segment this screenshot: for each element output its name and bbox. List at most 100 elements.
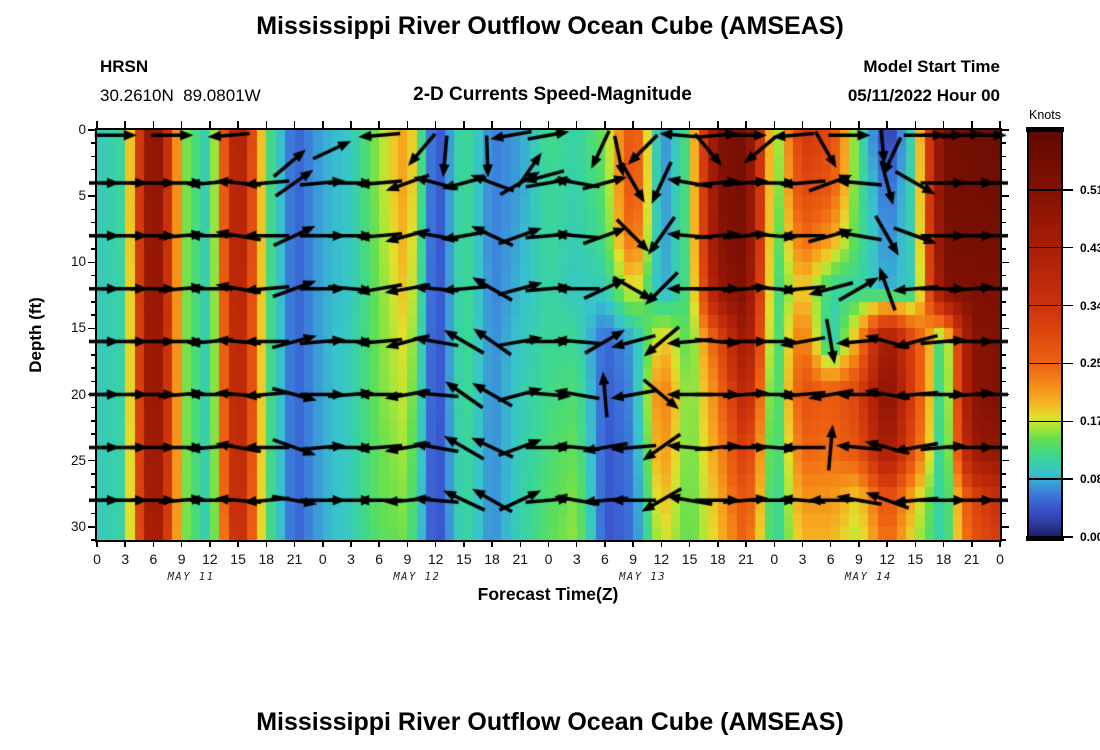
- y-axis-right-tick: [1002, 473, 1006, 475]
- x-tick-label: 0: [996, 551, 1004, 567]
- x-axis-top-tick: [237, 121, 239, 128]
- x-tick-label: 18: [710, 551, 726, 567]
- colorbar-tick-label: 0.258: [1080, 356, 1100, 371]
- x-axis-tick: [265, 540, 268, 547]
- y-axis-tick: [88, 327, 95, 330]
- date-label: MAY 13: [619, 571, 667, 583]
- x-axis-tick: [914, 540, 917, 547]
- plot-subtitle: 2-D Currents Speed-Magnitude: [413, 84, 692, 105]
- x-axis-top-tick: [434, 121, 437, 128]
- x-axis-top-tick: [971, 121, 973, 128]
- x-tick-label: 6: [601, 551, 609, 567]
- model-start-label: Model Start Time: [863, 57, 1000, 76]
- x-tick-label: 12: [879, 551, 895, 567]
- x-tick-label: 9: [403, 551, 412, 567]
- x-tick-label: 21: [512, 551, 529, 567]
- x-tick-label: 18: [484, 551, 500, 567]
- y-tick-label: 30: [70, 518, 86, 534]
- x-axis-top-tick: [858, 121, 860, 128]
- x-axis-tick: [463, 540, 465, 547]
- y-axis-right-tick: [1002, 512, 1006, 515]
- y-axis-tick: [91, 473, 95, 475]
- main-title: Mississippi River Outflow Ocean Cube (AM…: [256, 12, 844, 40]
- x-tick-label: 3: [798, 551, 807, 567]
- y-axis-right-tick: [1002, 539, 1006, 541]
- colorbar-tick-label: 0.000: [1080, 530, 1100, 544]
- colorbar-tick-label: 0.516: [1080, 182, 1100, 197]
- y-axis-tick: [91, 221, 95, 224]
- x-axis-top-tick: [717, 121, 719, 128]
- y-axis-tick: [91, 274, 95, 277]
- x-axis-tick: [604, 540, 606, 547]
- y-axis-right-tick: [1002, 301, 1006, 303]
- y-axis-tick: [91, 340, 95, 343]
- y-axis-tick: [91, 142, 95, 144]
- y-axis-right-tick: [1002, 380, 1006, 383]
- x-tick-label: 15: [230, 551, 246, 567]
- y-axis-right-tick: [1002, 526, 1009, 528]
- x-axis-tick: [124, 540, 126, 547]
- colorbar-top-cap: [1026, 127, 1064, 132]
- y-axis-tick: [91, 208, 95, 211]
- x-axis-top-tick: [632, 121, 634, 128]
- x-axis-top-tick: [688, 121, 691, 128]
- x-axis-top-tick: [322, 121, 324, 128]
- x-tick-label: 15: [681, 551, 698, 567]
- y-axis-right-tick: [1002, 367, 1006, 369]
- y-axis-right-tick: [1002, 168, 1006, 171]
- x-axis-tick: [547, 540, 550, 547]
- y-axis-right-tick: [1002, 499, 1006, 502]
- x-axis-top-tick: [463, 121, 465, 128]
- x-tick-label: 15: [456, 551, 472, 567]
- colorbar-tick-label: 0.086: [1080, 472, 1100, 487]
- x-axis-tick: [773, 540, 775, 547]
- model-start-value: 05/11/2022 Hour 00: [847, 86, 1000, 105]
- colorbar-tick: [1029, 420, 1073, 423]
- x-axis-top-tick: [96, 121, 98, 128]
- colorbar-border: [1027, 130, 1063, 540]
- x-axis-tick: [180, 540, 183, 547]
- x-tick-label: 9: [177, 551, 186, 567]
- y-axis-tick: [91, 155, 95, 158]
- x-axis-tick: [406, 540, 409, 547]
- y-axis-tick: [91, 354, 95, 356]
- y-axis-tick: [88, 261, 95, 263]
- y-axis-tick: [91, 380, 95, 383]
- colorbar-unit-label: Knots: [1029, 108, 1061, 122]
- y-axis-right-tick: [1002, 420, 1006, 422]
- x-axis-tick: [942, 540, 945, 547]
- colorbar-tick: [1029, 362, 1073, 365]
- x-axis-label: Forecast Time(Z): [477, 584, 619, 604]
- station-coordinates: 30.2610N 89.0801W: [100, 86, 261, 105]
- x-axis-tick: [434, 540, 437, 547]
- x-tick-label: 3: [572, 551, 581, 567]
- x-axis-tick: [491, 540, 493, 547]
- x-axis-top-tick: [942, 121, 945, 128]
- y-axis-right-tick: [1002, 182, 1006, 184]
- y-axis-tick: [88, 526, 95, 528]
- x-axis-tick: [96, 540, 98, 547]
- x-axis-tick: [745, 540, 747, 547]
- x-axis-tick: [632, 540, 634, 547]
- station-label: HRSN: [100, 57, 149, 76]
- y-axis-tick: [88, 195, 95, 197]
- x-axis-tick: [378, 540, 380, 547]
- y-axis-right-tick: [1002, 354, 1006, 356]
- x-axis-tick: [717, 540, 719, 547]
- y-axis-right-tick: [1002, 208, 1006, 211]
- x-tick-label: 3: [347, 551, 355, 567]
- x-axis-tick: [688, 540, 691, 547]
- date-label: MAY 14: [844, 571, 892, 583]
- x-axis-tick: [350, 540, 352, 547]
- x-tick-label: 6: [375, 551, 384, 567]
- colorbar-tick: [1029, 189, 1073, 191]
- y-axis-right-tick: [1002, 142, 1006, 144]
- x-axis-tick: [858, 540, 860, 547]
- x-tick-label: 0: [544, 551, 553, 567]
- x-axis-top-tick: [604, 121, 606, 128]
- x-axis-tick: [971, 540, 973, 547]
- y-axis-tick: [91, 486, 95, 488]
- y-tick-label: 10: [70, 254, 86, 270]
